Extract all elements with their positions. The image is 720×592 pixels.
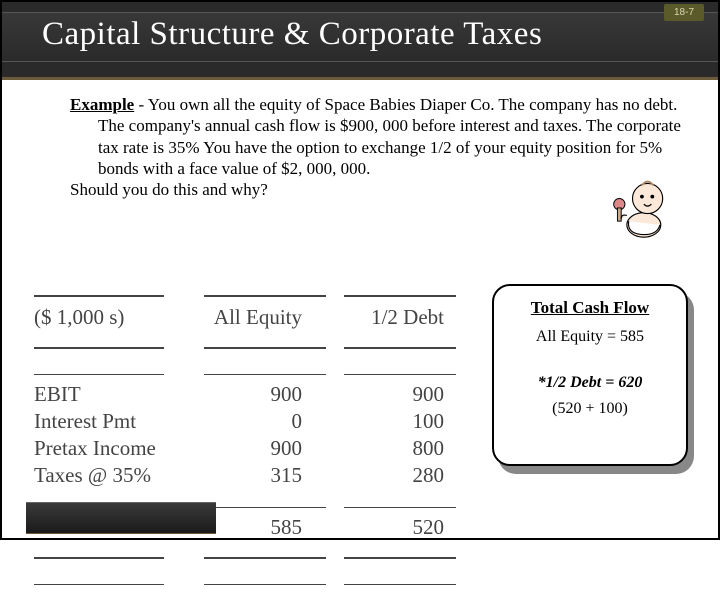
callout-half-debt: *1/2 Debt = 620 [504, 374, 676, 392]
row-value-hd: 800 [344, 436, 464, 461]
row-value-hd: 900 [344, 382, 464, 407]
table-row: Interest Pmt 0 100 [34, 409, 484, 436]
col-half-debt: 1/2 Debt [344, 305, 464, 330]
callout-all-equity: All Equity = 585 [504, 328, 676, 346]
example-label: Example [70, 95, 134, 114]
row-value-ae: 585 [204, 515, 344, 540]
header-band: Capital Structure & Corporate Taxes [2, 2, 718, 80]
row-label: Taxes @ 35% [34, 463, 204, 488]
row-value-ae: 0 [204, 409, 344, 434]
table-header-row: ($ 1,000 s) All Equity 1/2 Debt [34, 305, 484, 332]
baby-icon [608, 174, 674, 240]
page-number-tab: 18-7 [664, 4, 704, 21]
callout-title: Total Cash Flow [504, 298, 676, 318]
footer-bar [26, 502, 216, 534]
table-row: EBIT 900 900 [34, 382, 484, 409]
example-text: - You own all the equity of Space Babies… [98, 95, 681, 178]
total-cash-flow-callout: Total Cash Flow All Equity = 585 *1/2 De… [492, 284, 688, 466]
table-row: Pretax Income 900 800 [34, 436, 484, 463]
comparison-table: ($ 1,000 s) All Equity 1/2 Debt EBIT 900… [34, 280, 484, 592]
row-value-ae: 315 [204, 463, 344, 488]
row-value-ae: 900 [204, 382, 344, 407]
row-value-hd: 280 [344, 463, 464, 488]
unit-header: ($ 1,000 s) [34, 305, 204, 330]
example-question: Should you do this and why? [36, 180, 684, 200]
example-paragraph: Example - You own all the equity of Spac… [36, 94, 684, 179]
col-all-equity: All Equity [204, 305, 344, 330]
slide-title: Capital Structure & Corporate Taxes [42, 16, 542, 53]
row-label: EBIT [34, 382, 204, 407]
table-row: Taxes @ 35% 315 280 [34, 463, 484, 490]
row-label: Pretax Income [34, 436, 204, 461]
row-value-hd: 520 [344, 515, 464, 540]
row-value-ae: 900 [204, 436, 344, 461]
callout-calc: (520 + 100) [504, 400, 676, 418]
row-label: Interest Pmt [34, 409, 204, 434]
row-value-hd: 100 [344, 409, 464, 434]
